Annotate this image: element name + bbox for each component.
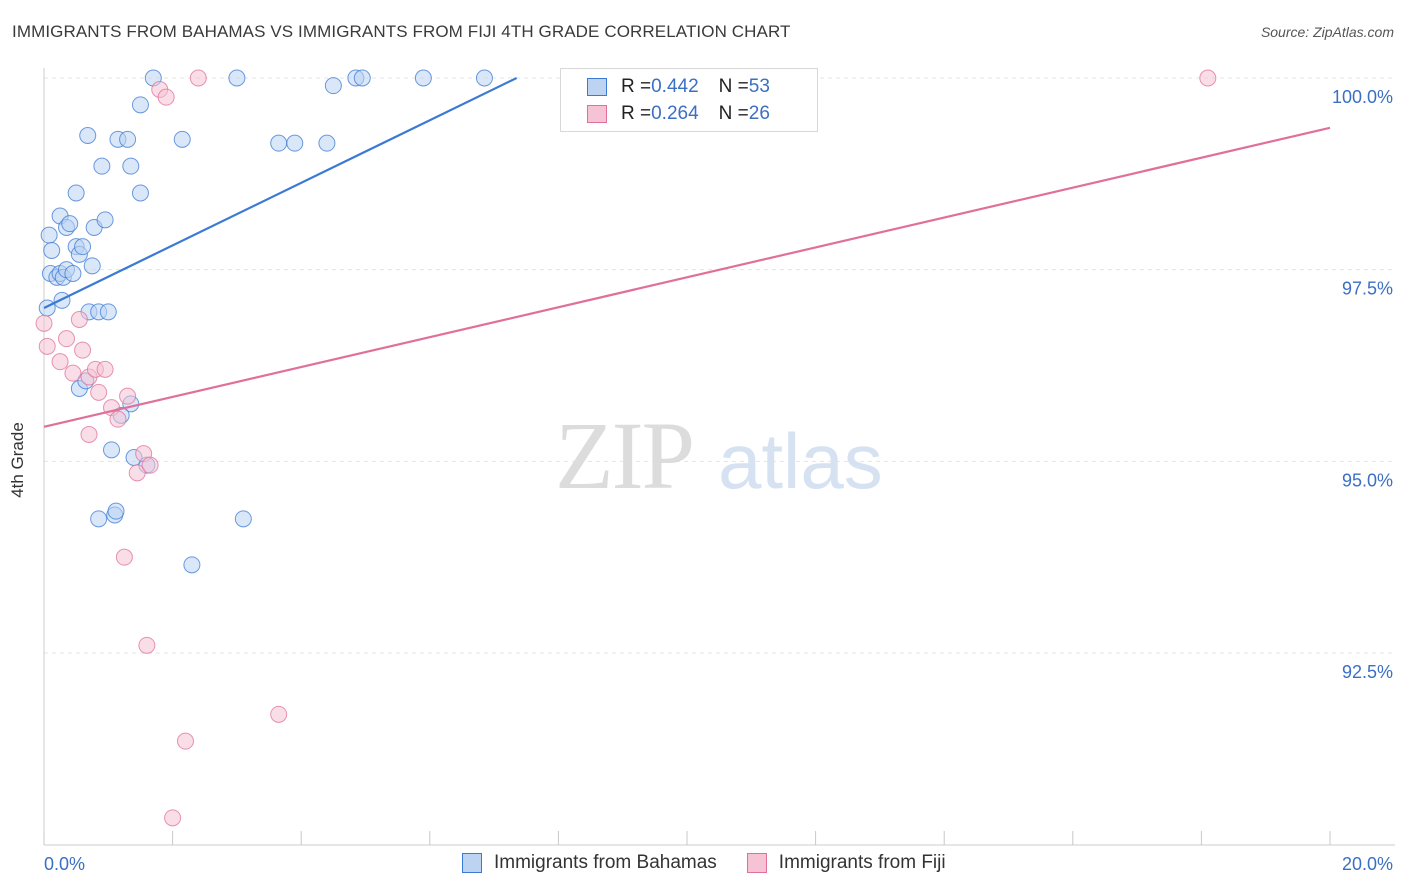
point-fiji bbox=[38, 337, 56, 355]
legend-r-value: 0.442 bbox=[651, 76, 699, 97]
point-bahamas bbox=[286, 134, 304, 152]
point-fiji bbox=[189, 69, 207, 87]
point-fiji bbox=[58, 330, 76, 348]
legend-r-value: 0.264 bbox=[651, 103, 699, 124]
point-bahamas bbox=[74, 238, 92, 256]
point-bahamas bbox=[318, 134, 336, 152]
legend-swatch-blue bbox=[587, 78, 607, 96]
legend-n-value: 26 bbox=[748, 103, 770, 124]
point-fiji bbox=[176, 732, 194, 750]
x-tick-label: 0.0% bbox=[44, 854, 85, 874]
point-bahamas bbox=[90, 510, 108, 528]
point-bahamas bbox=[96, 211, 114, 229]
point-fiji bbox=[119, 387, 137, 405]
point-bahamas bbox=[324, 77, 342, 95]
watermark-zip: ZIP bbox=[555, 402, 693, 509]
legend-swatch-blue bbox=[462, 853, 482, 873]
point-fiji bbox=[90, 383, 108, 401]
chart-title: IMMIGRANTS FROM BAHAMAS VS IMMIGRANTS FR… bbox=[12, 22, 791, 41]
legend-n-label: N = bbox=[718, 103, 749, 124]
y-tick-label: 92.5% bbox=[1342, 662, 1393, 682]
point-fiji bbox=[157, 88, 175, 106]
point-bahamas bbox=[228, 69, 246, 87]
legend-n-value: 53 bbox=[748, 76, 770, 97]
point-fiji bbox=[141, 456, 159, 474]
point-bahamas bbox=[414, 69, 432, 87]
point-bahamas bbox=[40, 226, 58, 244]
point-bahamas bbox=[131, 96, 149, 114]
tick-labels: 100.0% 97.5% 95.0% 92.5% 0.0% 20.0% bbox=[44, 87, 1393, 874]
point-fiji bbox=[80, 426, 98, 443]
axes bbox=[43, 68, 1395, 846]
point-bahamas bbox=[38, 299, 56, 317]
watermark-atlas: atlas bbox=[718, 417, 883, 505]
point-fiji bbox=[74, 341, 92, 359]
legend-item-fiji[interactable]: Immigrants from Fiji bbox=[746, 852, 946, 874]
point-bahamas bbox=[270, 134, 288, 152]
point-fiji bbox=[1199, 69, 1217, 87]
point-fiji bbox=[51, 353, 69, 371]
legend-swatch-pink bbox=[746, 853, 767, 873]
y-tick-label: 100.0% bbox=[1332, 87, 1393, 107]
legend-label-fiji: Immigrants from Fiji bbox=[778, 852, 946, 873]
point-bahamas bbox=[183, 556, 201, 574]
point-fiji bbox=[164, 809, 182, 827]
point-bahamas bbox=[122, 157, 140, 175]
point-bahamas bbox=[83, 257, 101, 275]
point-fiji bbox=[128, 464, 146, 482]
legend-row-bahamas: R = 0.442 N = 53 bbox=[587, 75, 770, 99]
legend-row-fiji: R = 0.264 N = 26 bbox=[587, 102, 770, 126]
y-tick-label: 95.0% bbox=[1342, 470, 1393, 490]
point-bahamas bbox=[131, 184, 149, 202]
legend-r-label: R = bbox=[621, 103, 652, 124]
point-fiji bbox=[115, 548, 133, 566]
point-bahamas bbox=[79, 127, 97, 144]
legend-n-label: N = bbox=[718, 76, 749, 97]
legend-swatch-pink bbox=[587, 105, 607, 123]
data-points bbox=[35, 69, 1217, 827]
source-label: Source: ZipAtlas.com bbox=[1260, 24, 1394, 40]
y-tick-label: 97.5% bbox=[1342, 279, 1393, 299]
trend-line-bahamas bbox=[43, 77, 518, 309]
trend-line-fiji bbox=[43, 126, 1331, 428]
point-fiji bbox=[138, 636, 156, 654]
point-fiji bbox=[109, 410, 127, 428]
legend-label-bahamas: Immigrants from Bahamas bbox=[494, 852, 717, 873]
point-bahamas bbox=[103, 441, 121, 459]
point-bahamas bbox=[64, 265, 82, 282]
series-legend: Immigrants from Bahamas Immigrants from … bbox=[462, 852, 976, 874]
gridlines bbox=[44, 77, 1395, 654]
x-tick-label: 20.0% bbox=[1342, 854, 1393, 874]
point-bahamas bbox=[234, 510, 252, 528]
point-fiji bbox=[64, 364, 82, 382]
watermark: ZIP atlas bbox=[555, 402, 883, 509]
point-fiji bbox=[270, 705, 288, 723]
point-bahamas bbox=[61, 215, 79, 233]
point-fiji bbox=[35, 314, 53, 332]
stats-legend: R = 0.442 N = 53 R = 0.264 N = 26 bbox=[560, 68, 818, 132]
point-bahamas bbox=[119, 130, 137, 148]
point-bahamas bbox=[93, 157, 111, 175]
legend-r-label: R = bbox=[621, 76, 652, 97]
point-bahamas bbox=[353, 69, 371, 87]
point-bahamas bbox=[67, 184, 85, 202]
point-fiji bbox=[96, 360, 114, 378]
legend-item-bahamas[interactable]: Immigrants from Bahamas bbox=[462, 852, 717, 874]
point-bahamas bbox=[475, 69, 493, 87]
point-bahamas bbox=[173, 130, 191, 148]
point-bahamas bbox=[99, 303, 117, 321]
trend-lines bbox=[43, 77, 1331, 428]
point-bahamas bbox=[43, 242, 61, 259]
point-fiji bbox=[70, 311, 88, 328]
point-bahamas bbox=[107, 502, 125, 520]
